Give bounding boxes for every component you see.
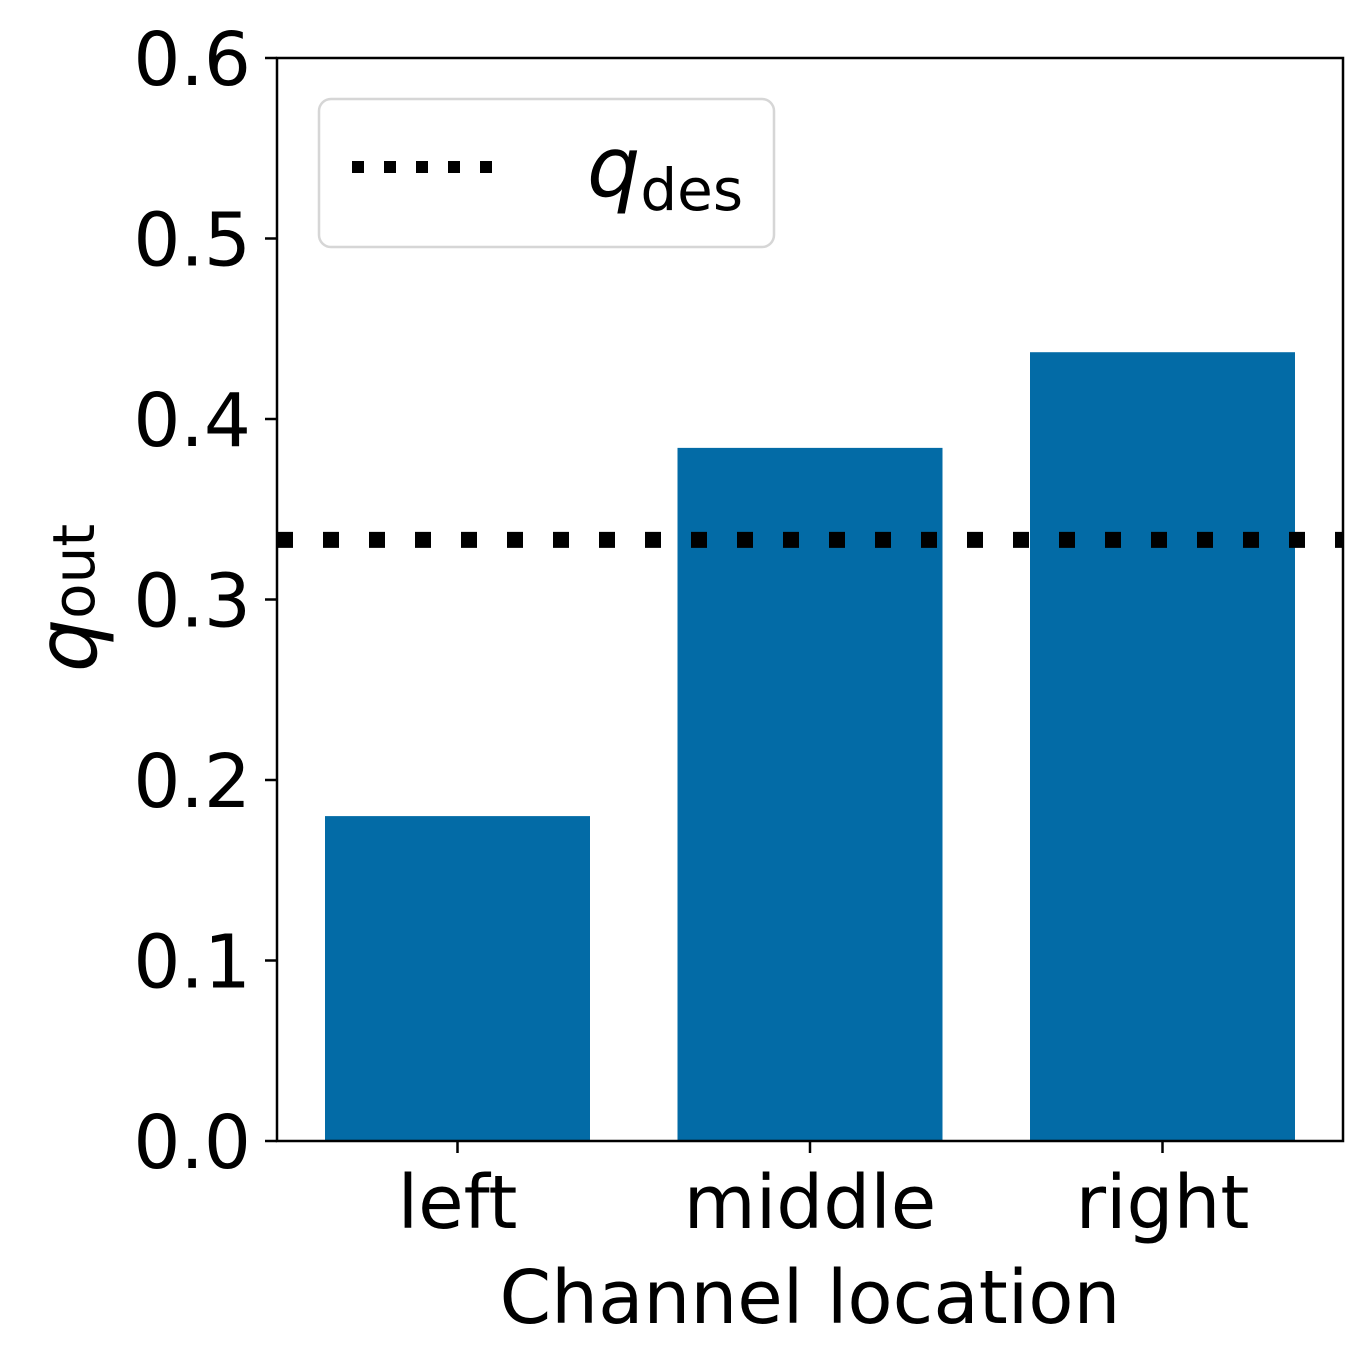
y-tick-label: 0.6 <box>133 17 251 103</box>
y-axis-label: qout <box>18 524 116 672</box>
y-axis-ticks: 0.0 0.1 0.2 0.3 0.4 0.5 0.6 <box>133 17 277 1186</box>
legend: qdes <box>317 97 776 249</box>
x-axis-label: Channel location <box>500 1255 1121 1341</box>
x-tick-label-left: left <box>398 1160 518 1246</box>
y-axis-label-base: q <box>18 619 116 672</box>
svg-text:qdes: qdes <box>587 118 743 224</box>
x-tick-label-middle: middle <box>684 1160 937 1246</box>
bar-middle <box>677 447 943 1141</box>
y-tick-label: 0.4 <box>133 378 251 464</box>
legend-label-sub: des <box>640 156 743 224</box>
y-tick-label: 0.3 <box>133 559 251 645</box>
y-axis-label-sub: out <box>40 524 108 619</box>
y-tick-label: 0.2 <box>133 739 251 825</box>
bars <box>325 352 1295 1142</box>
bar-right <box>1030 352 1295 1142</box>
legend-box <box>317 97 776 249</box>
x-tick-label-right: right <box>1076 1160 1250 1246</box>
y-tick-label: 0.5 <box>133 198 251 284</box>
y-tick-label: 0.1 <box>133 920 251 1006</box>
y-tick-label: 0.0 <box>133 1100 251 1186</box>
svg-text:qout: qout <box>18 524 116 672</box>
bar-left <box>325 816 590 1141</box>
x-axis-ticks: left middle right <box>398 1141 1250 1246</box>
legend-label-base: q <box>587 118 640 216</box>
